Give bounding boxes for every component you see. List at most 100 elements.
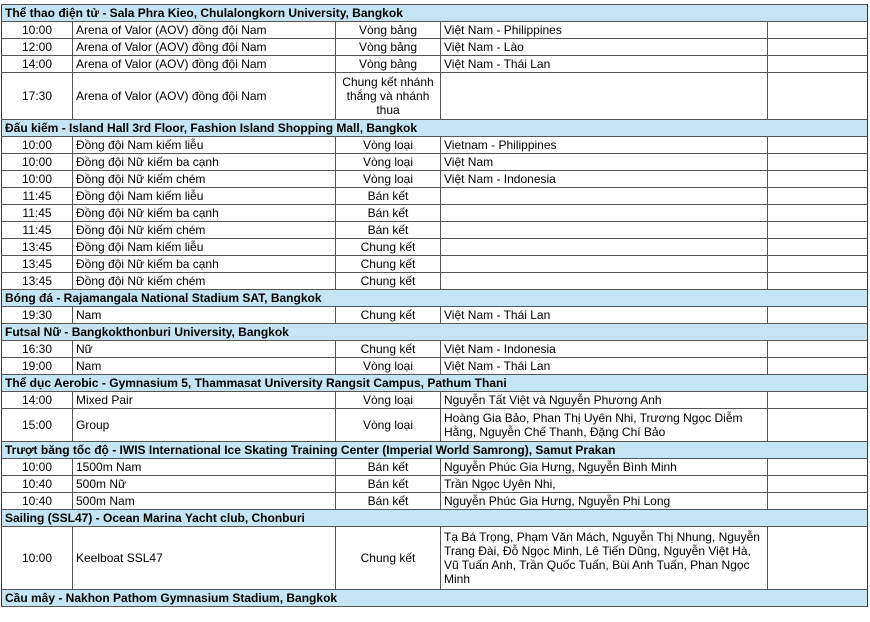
note-cell (766, 340, 869, 358)
event-cell: 1500m Nam (72, 458, 336, 476)
event-cell: Keelboat SSL47 (72, 526, 336, 590)
table-row: 10:00 Arena of Valor (AOV) đồng đội Nam Vò… (1, 21, 869, 39)
participants-cell: Việt Nam (440, 153, 768, 171)
table-row: 11:45 Đồng đội Nữ kiếm ba cạnh Bán kết (1, 204, 869, 222)
participants-cell: Việt Nam - Thái Lan (440, 55, 768, 73)
section-title: Sailing (SSL47) - Ocean Marina Yacht clu… (0, 509, 869, 527)
event-cell: Nam (72, 306, 336, 324)
participants-cell: Việt Nam - Thái Lan (440, 357, 768, 375)
time-cell: 14:00 (1, 391, 73, 409)
table-row: 10:00 Đồng đội Nữ kiếm ba cạnh Vòng loại Vi… (1, 153, 869, 171)
note-cell (766, 55, 869, 73)
table-row: 10:00 1500m Nam Bán kết Nguyễn Phúc Gia Hưn… (1, 458, 869, 476)
note-cell (766, 187, 869, 205)
event-cell: Arena of Valor (AOV) đồng đội Nam (72, 38, 336, 56)
note-cell (766, 136, 869, 154)
table-row: 10:00 Keelboat SSL47 Chung kết Tạ Bá Trọng,… (1, 526, 869, 590)
participants-cell: Nguyễn Phúc Gia Hưng, Nguyễn Bình Minh (440, 458, 768, 476)
participants-cell: Việt Nam - Indonesia (440, 170, 768, 188)
participants-cell (440, 221, 768, 239)
event-cell: Đồng đội Nữ kiếm chém (72, 272, 336, 290)
table-row: 15:00 Group Vòng loại Hoàng Gia Bảo, Phan T… (1, 408, 869, 442)
event-cell: Đồng đội Nữ kiếm chém (72, 170, 336, 188)
round-cell: Chung kết nhánh thắng và nhánh thua (335, 72, 441, 120)
time-cell: 11:45 (1, 187, 73, 205)
time-cell: 10:00 (1, 458, 73, 476)
time-cell: 13:45 (1, 255, 73, 273)
table-row: 14:00 Arena of Valor (AOV) đồng đội Nam Vò… (1, 55, 869, 73)
event-cell: Đồng đội Nam kiếm liễu (72, 136, 336, 154)
note-cell (766, 391, 869, 409)
table-row: 16:30 Nữ Chung kết Việt Nam - Indonesia (1, 340, 869, 358)
note-cell (766, 526, 869, 590)
section-title: Bóng đá - Rajamangala National Stadium S… (0, 289, 869, 307)
time-cell: 14:00 (1, 55, 73, 73)
round-cell: Bán kết (335, 492, 441, 510)
round-cell: Bán kết (335, 204, 441, 222)
section-title: Futsal Nữ - Bangkokthonburi University, … (0, 323, 869, 341)
event-cell: 500m Nữ (72, 475, 336, 493)
event-cell: Đồng đội Nữ kiếm chém (72, 221, 336, 239)
section-title: Trượt băng tốc độ - IWIS International I… (0, 441, 869, 459)
section-header: Thể thao điện tử - Sala Phra Kieo, Chula… (0, 4, 869, 22)
round-cell: Bán kết (335, 475, 441, 493)
participants-cell (440, 272, 768, 290)
note-cell (766, 170, 869, 188)
time-cell: 10:40 (1, 492, 73, 510)
section-title: Thể dục Aerobic - Gymnasium 5, Thammasat… (0, 374, 869, 392)
event-cell: Nữ (72, 340, 336, 358)
round-cell: Vòng loại (335, 153, 441, 171)
table-row: 19:00 Nam Vòng loại Việt Nam - Thái Lan (1, 357, 869, 375)
table-row: 13:45 Đồng đội Nữ kiếm chém Chung kết (1, 272, 869, 290)
participants-cell: Trần Ngọc Uyên Nhi, (440, 475, 768, 493)
note-cell (766, 221, 869, 239)
participants-cell: Việt Nam - Philippines (440, 21, 768, 39)
time-cell: 16:30 (1, 340, 73, 358)
table-row: 10:00 Đồng đội Nữ kiếm chém Vòng loại Việt … (1, 170, 869, 188)
note-cell (766, 475, 869, 493)
table-row: 17:30 Arena of Valor (AOV) đồng đội Nam Ch… (1, 72, 869, 120)
time-cell: 11:45 (1, 204, 73, 222)
note-cell (766, 306, 869, 324)
note-cell (766, 21, 869, 39)
participants-cell: Việt Nam - Lào (440, 38, 768, 56)
time-cell: 13:45 (1, 272, 73, 290)
round-cell: Chung kết (335, 306, 441, 324)
note-cell (766, 272, 869, 290)
round-cell: Bán kết (335, 458, 441, 476)
event-cell: Đồng đội Nữ kiếm ba cạnh (72, 204, 336, 222)
round-cell: Vòng loại (335, 136, 441, 154)
event-cell: Đồng đội Nữ kiếm ba cạnh (72, 153, 336, 171)
section-header: Đấu kiếm - Island Hall 3rd Floor, Fashio… (0, 119, 869, 137)
time-cell: 17:30 (1, 72, 73, 120)
round-cell: Vòng bảng (335, 38, 441, 56)
participants-cell (440, 72, 768, 120)
table-row: 10:40 500m Nữ Bán kết Trần Ngọc Uyên Nhi, (1, 475, 869, 493)
note-cell (766, 153, 869, 171)
time-cell: 10:00 (1, 526, 73, 590)
time-cell: 12:00 (1, 38, 73, 56)
section-header: Sailing (SSL47) - Ocean Marina Yacht clu… (0, 509, 869, 527)
table-row: 12:00 Arena of Valor (AOV) đồng đội Nam Vò… (1, 38, 869, 56)
note-cell (766, 408, 869, 442)
time-cell: 10:40 (1, 475, 73, 493)
table-row: 19:30 Nam Chung kết Việt Nam - Thái Lan (1, 306, 869, 324)
event-cell: 500m Nam (72, 492, 336, 510)
round-cell: Chung kết (335, 255, 441, 273)
event-cell: Đồng đội Nam kiếm liễu (72, 187, 336, 205)
time-cell: 19:00 (1, 357, 73, 375)
section-title: Đấu kiếm - Island Hall 3rd Floor, Fashio… (0, 119, 869, 137)
participants-cell: Hoàng Gia Bảo, Phan Thị Uyên Nhi, Trương… (440, 408, 768, 442)
round-cell: Chung kết (335, 526, 441, 590)
time-cell: 19:30 (1, 306, 73, 324)
time-cell: 10:00 (1, 21, 73, 39)
table-row: 10:40 500m Nam Bán kết Nguyễn Phúc Gia Hưng… (1, 492, 869, 510)
round-cell: Vòng loại (335, 408, 441, 442)
event-cell: Đồng đội Nữ kiếm ba cạnh (72, 255, 336, 273)
round-cell: Vòng bảng (335, 21, 441, 39)
section-header: Cầu mây - Nakhon Pathom Gymnasium Stadiu… (0, 589, 869, 607)
time-cell: 15:00 (1, 408, 73, 442)
time-cell: 11:45 (1, 221, 73, 239)
participants-cell (440, 238, 768, 256)
note-cell (766, 492, 869, 510)
